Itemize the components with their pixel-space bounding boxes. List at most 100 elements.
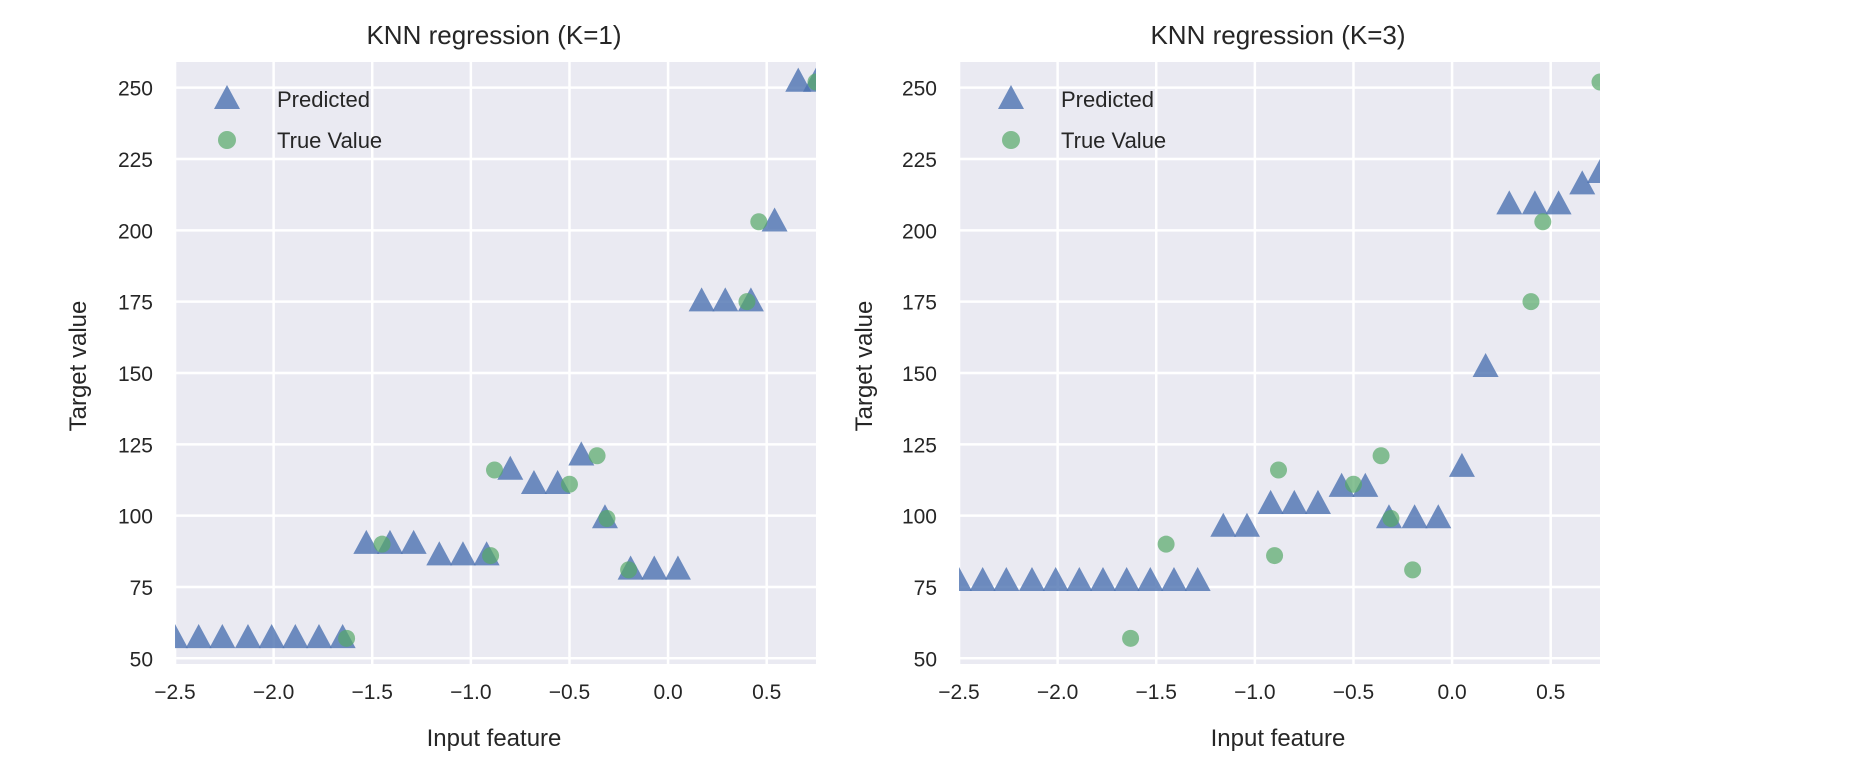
predicted-point bbox=[1448, 452, 1475, 477]
true-value-point bbox=[482, 547, 500, 565]
predicted-point bbox=[1472, 352, 1499, 378]
y-tick-label: 175 bbox=[118, 292, 153, 315]
x-axis-label: Input feature bbox=[1211, 725, 1346, 752]
x-tick-label: 0.0 bbox=[1437, 681, 1466, 704]
y-tick-label: 100 bbox=[902, 506, 937, 529]
true-value-point bbox=[1270, 461, 1288, 479]
x-tick-label: 0.5 bbox=[752, 681, 781, 704]
predicted-point bbox=[1425, 504, 1452, 529]
true-value-point bbox=[1404, 561, 1422, 579]
x-tick-label: −1.0 bbox=[1234, 681, 1275, 704]
true-value-point bbox=[807, 73, 816, 91]
plot-area bbox=[175, 62, 816, 664]
x-tick-label: −2.0 bbox=[1037, 681, 1078, 704]
y-axis-label: Target value bbox=[65, 301, 92, 432]
predicted-point bbox=[520, 469, 547, 495]
predicted-point bbox=[1304, 489, 1331, 514]
predicted-point bbox=[426, 541, 453, 566]
true-value-point bbox=[588, 447, 606, 465]
legend-label-true-value: True Value bbox=[1061, 128, 1166, 153]
true-value-point bbox=[1522, 293, 1540, 311]
true-value-point bbox=[486, 461, 504, 479]
predicted-point bbox=[234, 624, 261, 649]
predicted-point bbox=[497, 455, 524, 480]
predicted-point bbox=[1184, 566, 1211, 592]
predicted-point bbox=[1066, 566, 1093, 592]
predicted-point bbox=[1521, 190, 1548, 215]
legend-marker-predicted bbox=[998, 85, 1024, 109]
legend-marker-predicted bbox=[214, 85, 240, 109]
predicted-point bbox=[258, 624, 285, 649]
y-tick-label: 75 bbox=[130, 577, 153, 600]
predicted-point bbox=[353, 529, 380, 554]
predicted-point bbox=[1401, 504, 1428, 529]
true-value-point bbox=[750, 213, 768, 231]
y-tick-label: 200 bbox=[902, 220, 937, 243]
x-tick-label: −2.5 bbox=[938, 681, 979, 704]
y-tick-label: 250 bbox=[902, 78, 937, 101]
predicted-point bbox=[1210, 512, 1237, 537]
x-axis-label: Input feature bbox=[427, 725, 562, 752]
legend: Predicted True Value bbox=[998, 85, 1166, 153]
predicted-point bbox=[1233, 512, 1260, 537]
predicted-point bbox=[761, 207, 788, 232]
predicted-point bbox=[449, 541, 476, 566]
data-markers bbox=[175, 67, 816, 649]
x-tick-label: −1.0 bbox=[450, 681, 491, 704]
chart-title: KNN regression (K=1) bbox=[366, 20, 621, 50]
predicted-point bbox=[282, 624, 309, 649]
knn-k3-chart: KNN regression (K=3) Input feature Targe… bbox=[851, 20, 1600, 752]
y-tick-label: 100 bbox=[118, 506, 153, 529]
legend: Predicted True Value bbox=[214, 85, 382, 153]
predicted-point bbox=[688, 287, 715, 312]
true-value-point bbox=[620, 561, 638, 579]
predicted-point bbox=[305, 624, 332, 649]
y-tick-label: 225 bbox=[118, 149, 153, 172]
x-tick-label: 0.0 bbox=[653, 681, 682, 704]
true-value-point bbox=[1344, 475, 1362, 493]
y-tick-label: 175 bbox=[902, 292, 937, 315]
y-tick-label: 150 bbox=[118, 363, 153, 386]
predicted-point bbox=[959, 566, 972, 592]
predicted-point bbox=[400, 529, 427, 554]
predicted-point bbox=[1089, 566, 1116, 592]
predicted-point bbox=[185, 624, 212, 649]
true-value-point bbox=[738, 293, 756, 311]
true-value-point bbox=[338, 629, 356, 647]
true-value-point bbox=[1122, 629, 1140, 647]
predicted-point bbox=[1018, 566, 1045, 592]
predicted-point bbox=[1042, 566, 1069, 592]
y-tick-label: 150 bbox=[902, 363, 937, 386]
true-value-point bbox=[1534, 213, 1552, 231]
true-value-point bbox=[373, 535, 391, 553]
data-markers bbox=[959, 73, 1600, 647]
predicted-point bbox=[969, 566, 996, 592]
legend-label-predicted: Predicted bbox=[1061, 87, 1154, 112]
y-tick-label: 125 bbox=[902, 434, 937, 457]
true-value-point bbox=[560, 475, 578, 493]
predicted-point bbox=[1160, 566, 1187, 592]
y-tick-label: 50 bbox=[130, 648, 153, 671]
predicted-point bbox=[175, 624, 188, 649]
predicted-point bbox=[712, 287, 739, 312]
y-tick-label: 125 bbox=[118, 434, 153, 457]
x-tick-label: 0.5 bbox=[1536, 681, 1565, 704]
y-axis-label: Target value bbox=[851, 301, 878, 432]
knn-k1-chart: KNN regression (K=1) Input feature Targe… bbox=[65, 20, 816, 752]
y-tick-label: 75 bbox=[914, 577, 937, 600]
predicted-point bbox=[1257, 489, 1284, 514]
predicted-point bbox=[1569, 170, 1596, 195]
chart-title: KNN regression (K=3) bbox=[1150, 20, 1405, 50]
true-value-point bbox=[598, 509, 616, 527]
plot-area bbox=[959, 62, 1600, 664]
x-tick-label: −2.5 bbox=[154, 681, 195, 704]
true-value-point bbox=[1591, 73, 1600, 91]
predicted-point bbox=[568, 441, 595, 466]
legend-marker-true-value bbox=[1002, 131, 1020, 149]
true-value-point bbox=[1382, 509, 1400, 527]
predicted-point bbox=[664, 555, 691, 580]
y-tick-label: 250 bbox=[118, 78, 153, 101]
gridlines bbox=[175, 62, 816, 664]
y-tick-label: 225 bbox=[902, 149, 937, 172]
